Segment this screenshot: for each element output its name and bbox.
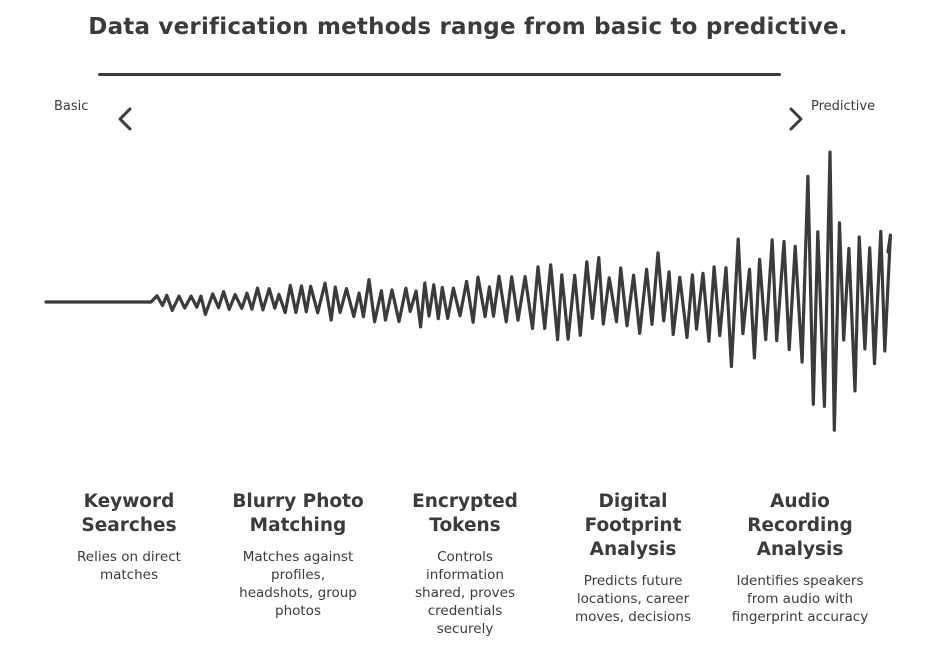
waveform-line <box>44 150 892 432</box>
chevron-right-icon <box>789 107 803 131</box>
stage-audio-recording-analysis: Audio Recording Analysis Identifies spea… <box>715 490 885 626</box>
stage-encrypted-tokens: Encrypted Tokens Controls information sh… <box>380 490 550 638</box>
page-title: Data verification methods range from bas… <box>88 14 848 40</box>
stage-title: Audio Recording Analysis <box>747 491 853 560</box>
stage-description: Relies on direct matches <box>77 549 181 583</box>
stage-title: Blurry Photo Matching <box>232 491 364 536</box>
stage-description: Controls information shared, proves cred… <box>415 549 515 637</box>
stage-blurry-photo-matching: Blurry Photo Matching Matches against pr… <box>213 490 383 620</box>
stage-title: Digital Footprint Analysis <box>584 491 682 560</box>
stage-digital-footprint-analysis: Digital Footprint Analysis Predicts futu… <box>548 490 718 626</box>
predictive-label: Predictive <box>811 99 876 114</box>
stage-title: Keyword Searches <box>81 491 177 536</box>
stage-description: Matches against profiles, headshots, gro… <box>239 549 357 619</box>
basic-label: Basic <box>54 99 89 114</box>
chevron-left-icon <box>118 107 132 131</box>
stage-description: Identifies speakers from audio with fing… <box>731 573 869 625</box>
stage-keyword-searches: Keyword Searches Relies on direct matche… <box>44 490 214 584</box>
title-underline <box>98 73 781 76</box>
stage-description: Predicts future locations, career moves,… <box>574 573 691 625</box>
stage-title: Encrypted Tokens <box>412 491 518 536</box>
